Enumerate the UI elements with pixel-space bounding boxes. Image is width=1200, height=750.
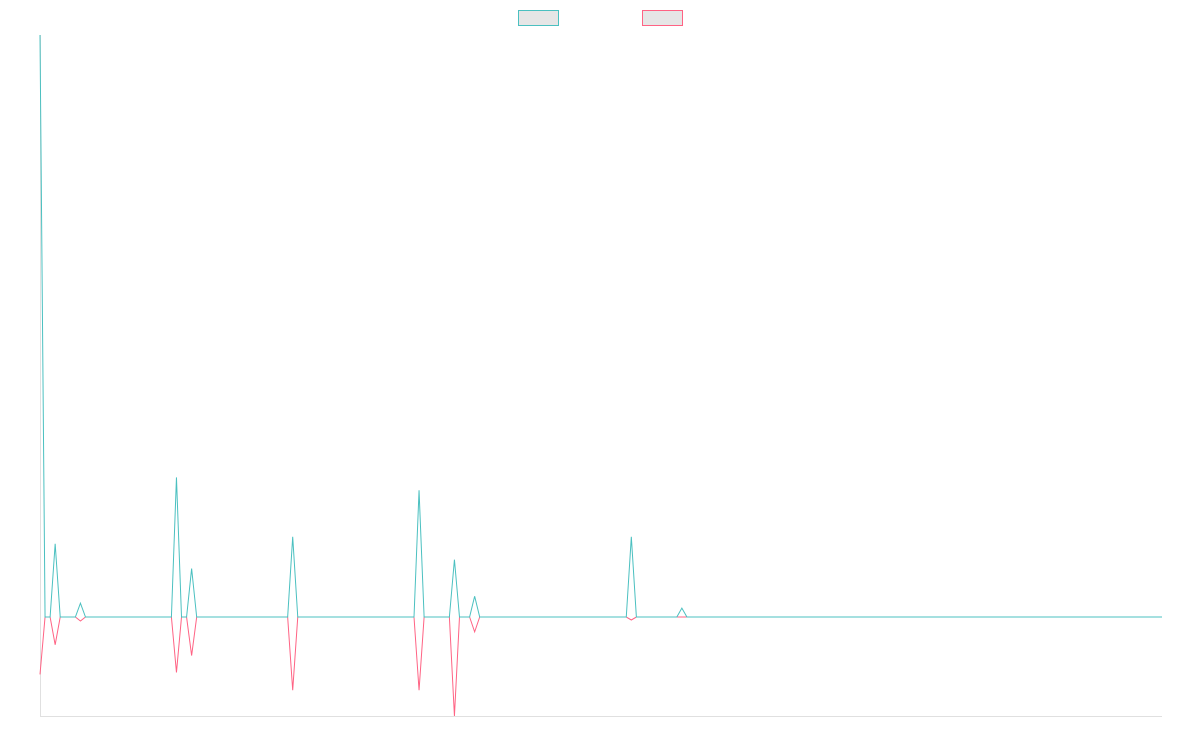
series-line [39,616,1162,717]
series-line [39,34,1162,618]
legend-swatch [642,10,683,26]
legend-swatch [518,10,559,26]
